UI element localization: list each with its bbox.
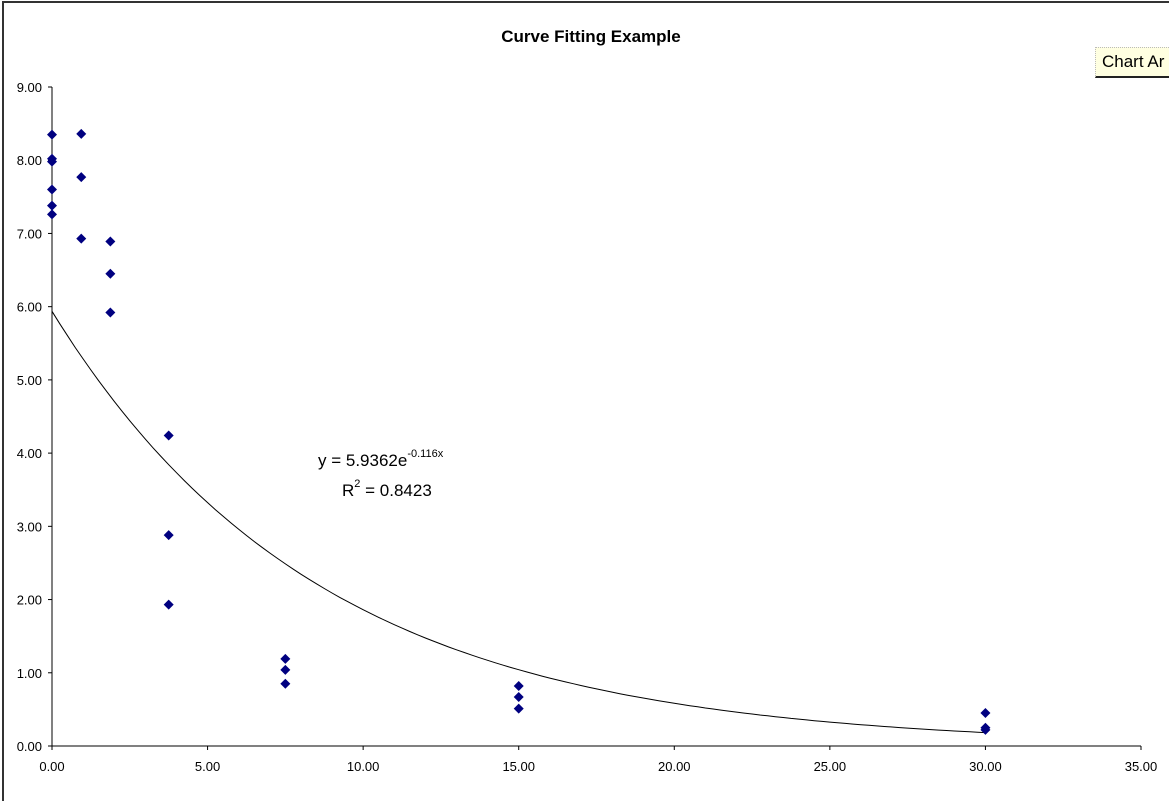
- data-points: [47, 128, 991, 735]
- x-tick-label: 20.00: [658, 759, 691, 774]
- data-point: [163, 530, 174, 541]
- data-point: [280, 678, 291, 689]
- y-tick-label: 1.00: [17, 666, 42, 681]
- y-tick-label: 0.00: [17, 739, 42, 754]
- x-tick-label: 10.00: [347, 759, 380, 774]
- y-tick-label: 9.00: [17, 80, 42, 95]
- trendline-equation: y = 5.9362e-0.116x: [318, 448, 444, 470]
- chart-title: Curve Fitting Example: [501, 27, 680, 46]
- y-tick-label: 6.00: [17, 300, 42, 315]
- data-point: [47, 129, 57, 140]
- data-point: [105, 307, 116, 318]
- trendline: [51, 311, 986, 734]
- data-point: [280, 653, 291, 664]
- y-tick-label: 3.00: [17, 519, 42, 534]
- data-point: [47, 156, 57, 167]
- x-tick-label: 25.00: [814, 759, 847, 774]
- data-point: [980, 724, 991, 735]
- y-tick-label: 2.00: [17, 593, 42, 608]
- chart-area-tooltip: Chart Ar: [1095, 47, 1169, 78]
- data-point: [280, 664, 291, 675]
- x-tick-label: 35.00: [1125, 759, 1158, 774]
- data-point: [513, 691, 524, 702]
- data-point: [163, 599, 174, 610]
- data-point: [105, 268, 116, 279]
- x-tick-label: 0.00: [39, 759, 64, 774]
- data-point: [163, 430, 174, 441]
- data-point: [513, 703, 524, 714]
- y-tick-label: 7.00: [17, 226, 42, 241]
- data-point: [105, 236, 116, 247]
- y-tick-label: 4.00: [17, 446, 42, 461]
- axes: 0.00 1.00 2.00 3.00 4.00 5.00 6.00 7.00 8.00 9.00…: [17, 80, 1158, 774]
- x-tick-label: 5.00: [195, 759, 220, 774]
- data-point: [76, 233, 87, 244]
- data-point: [47, 209, 57, 220]
- data-point: [513, 680, 524, 691]
- r-squared-label: R2 = 0.8423: [342, 478, 432, 500]
- y-tick-label: 8.00: [17, 153, 42, 168]
- data-point: [47, 200, 57, 211]
- x-tick-label: 15.00: [502, 759, 535, 774]
- data-point: [76, 128, 87, 139]
- x-tick-label: 30.00: [969, 759, 1002, 774]
- data-point: [980, 708, 991, 719]
- data-point: [76, 172, 87, 183]
- y-tick-label: 5.00: [17, 373, 42, 388]
- data-point: [47, 184, 57, 195]
